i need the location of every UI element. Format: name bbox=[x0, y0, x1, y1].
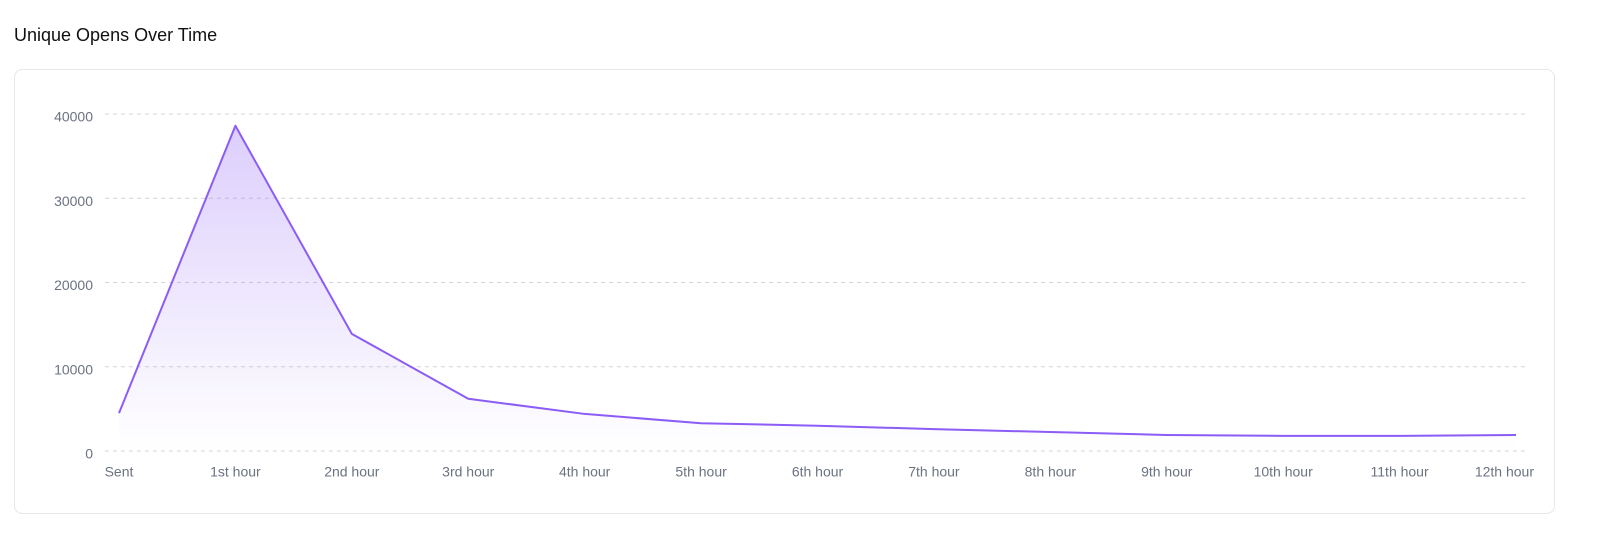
y-tick-label: 30000 bbox=[54, 193, 93, 209]
line bbox=[118, 124, 1517, 437]
x-tick-label: 5th hour bbox=[675, 464, 727, 480]
x-tick-label: 7th hour bbox=[908, 464, 960, 480]
x-tick-label: 3rd hour bbox=[442, 464, 494, 480]
y-tick-label: 20000 bbox=[54, 277, 93, 293]
y-tick-label: 10000 bbox=[54, 361, 93, 377]
x-tick-label: 2nd hour bbox=[324, 464, 380, 480]
y-tick-label: 0 bbox=[85, 446, 93, 462]
x-tick-label: 8th hour bbox=[1025, 464, 1077, 480]
x-tick-label: 12th hour bbox=[1475, 464, 1534, 480]
chart-title: Unique Opens Over Time bbox=[14, 25, 217, 45]
x-tick-label: Sent bbox=[105, 464, 134, 480]
x-tick-label: 6th hour bbox=[792, 464, 844, 480]
x-tick-label: 11th hour bbox=[1371, 464, 1429, 480]
x-tick-label: 9th hour bbox=[1141, 464, 1193, 480]
x-tick-label: 10th hour bbox=[1254, 464, 1313, 480]
x-tick-label: 4th hour bbox=[559, 464, 611, 480]
area-fill bbox=[119, 125, 1516, 452]
x-tick-label: 1st hour bbox=[210, 464, 261, 480]
y-tick-label: 40000 bbox=[54, 109, 93, 125]
